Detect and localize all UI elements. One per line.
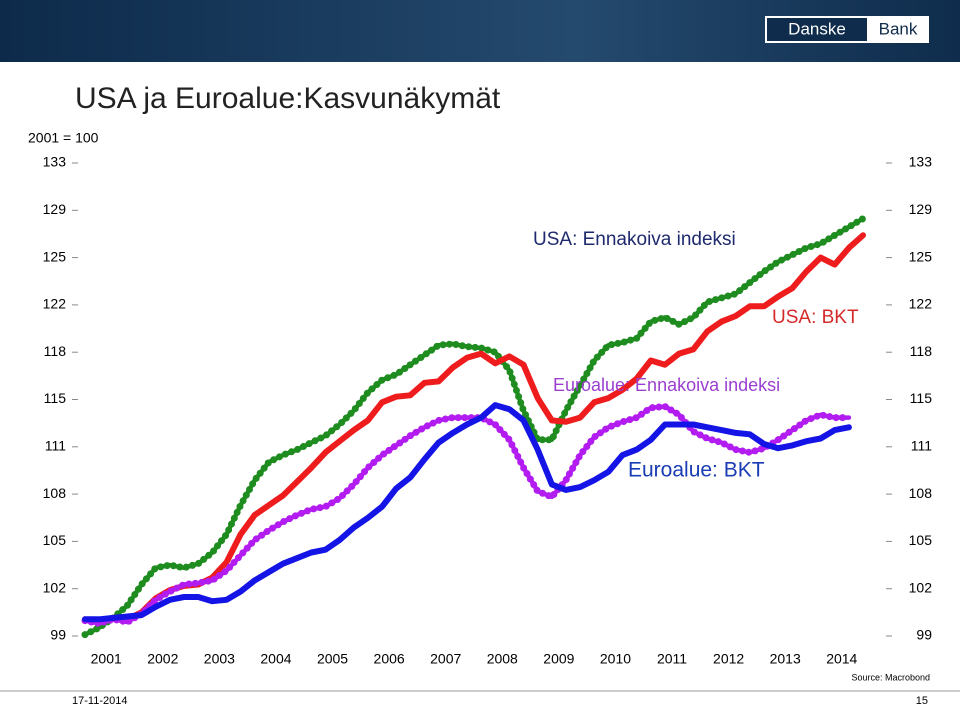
series-label: Euroalue: Ennakoiva indeksi	[553, 375, 780, 395]
brand-right: Bank	[879, 19, 918, 38]
source: Source: Macrobond	[851, 672, 930, 682]
y2-tick-label: 133	[909, 154, 933, 170]
series-line	[82, 404, 852, 626]
x-tick-label: 2006	[374, 651, 405, 667]
footer-date: 17-11-2014	[72, 695, 127, 707]
series-label: USA: BKT	[772, 307, 859, 328]
y2-tick-label: 102	[909, 579, 933, 595]
series-dots	[81, 402, 853, 628]
logo-left	[767, 18, 867, 41]
y2-tick-label: 125	[909, 248, 933, 264]
y-tick-label: 111	[45, 438, 66, 454]
x-tick-label: 2008	[487, 651, 518, 667]
y2-tick-label: 118	[910, 343, 933, 359]
x-tick-label: 2014	[826, 651, 857, 667]
y-tick-label: 108	[43, 485, 67, 501]
footer-page: 15	[916, 695, 928, 707]
x-tick-label: 2011	[657, 651, 687, 667]
series-label: Euroalue: BKT	[628, 459, 765, 482]
x-tick-label: 2005	[317, 651, 348, 667]
y-tick-label: 133	[43, 154, 67, 170]
y-tick-label: 105	[43, 532, 67, 548]
series-line	[82, 232, 866, 626]
x-tick-label: 2001	[91, 651, 122, 667]
x-tick-label: 2004	[260, 651, 291, 667]
series-line	[82, 216, 866, 637]
series-label: USA: Ennakoiva indeksi	[533, 229, 736, 250]
y-tick-label: 125	[43, 248, 67, 264]
y-tick-label: 129	[43, 201, 67, 217]
y-tick-label: 102	[43, 579, 67, 595]
x-tick-label: 2009	[543, 651, 574, 667]
x-tick-label: 2007	[430, 651, 461, 667]
chart-title: USA ja Euroalue:Kasvunäkymät	[75, 82, 501, 115]
series-line	[82, 402, 852, 623]
y2-tick-label: 115	[910, 390, 933, 406]
x-tick-label: 2010	[600, 651, 631, 667]
x-tick-label: 2012	[713, 651, 744, 667]
y-tick-label: 99	[50, 627, 66, 643]
y2-tick-label: 111	[911, 438, 932, 454]
y2-tick-label: 105	[909, 532, 933, 548]
x-tick-label: 2002	[147, 651, 178, 667]
chart-subtitle: 2001 = 100	[28, 130, 99, 146]
y2-tick-label: 99	[916, 627, 932, 643]
y2-tick-label: 122	[909, 296, 933, 312]
y2-tick-label: 129	[909, 201, 933, 217]
x-tick-label: 2003	[204, 651, 235, 667]
y-tick-label: 115	[44, 390, 67, 406]
y-tick-label: 118	[44, 343, 67, 359]
y-tick-label: 122	[43, 296, 67, 312]
x-tick-label: 2013	[770, 651, 801, 667]
series-dots	[81, 215, 867, 639]
y2-tick-label: 108	[909, 485, 933, 501]
brand-left: Danske	[788, 19, 846, 38]
